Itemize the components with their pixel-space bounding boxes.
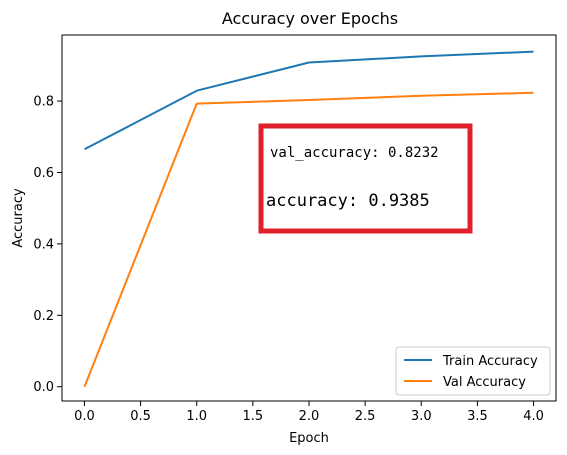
val-accuracy-line — [83, 91, 534, 388]
legend-label-val: Val Accuracy — [443, 375, 526, 390]
series-layer — [83, 50, 534, 388]
y-tick-label: 0.4 — [33, 237, 54, 252]
x-tick-label: 3.5 — [467, 409, 488, 424]
legend-label-train: Train Accuracy — [442, 354, 538, 369]
y-tick-label: 0.0 — [33, 380, 54, 395]
x-tick-label: 1.0 — [186, 409, 207, 424]
y-axis-ticks: 0.0 0.2 0.4 0.6 0.8 — [33, 95, 62, 395]
x-tick-label: 2.5 — [355, 409, 376, 424]
x-axis-label: Epoch — [289, 431, 329, 446]
annotation-box: val_accuracy: 0.8232 accuracy: 0.9385 — [258, 123, 473, 234]
plot-area — [61, 34, 557, 402]
legend: Train Accuracy Val Accuracy — [395, 346, 551, 396]
chart-title: Accuracy over Epochs — [222, 9, 398, 28]
annotation-border — [258, 123, 473, 234]
x-tick-label: 1.5 — [243, 409, 264, 424]
x-tick-label: 0.5 — [130, 409, 151, 424]
legend-box — [395, 346, 551, 396]
x-tick-label: 2.0 — [299, 409, 320, 424]
y-tick-label: 0.2 — [33, 309, 54, 324]
val-accuracy-annotation: val_accuracy: 0.8232 — [270, 145, 439, 161]
accuracy-annotation: accuracy: 0.9385 — [266, 191, 430, 211]
x-axis-ticks: 0.0 0.5 1.0 1.5 2.0 2.5 3.0 3.5 4.0 — [74, 401, 544, 424]
y-axis-label: Accuracy — [11, 188, 26, 248]
x-tick-label: 0.0 — [74, 409, 95, 424]
y-tick-label: 0.8 — [33, 95, 54, 110]
x-tick-label: 3.0 — [411, 409, 432, 424]
y-tick-label: 0.6 — [33, 166, 54, 181]
x-tick-label: 4.0 — [523, 409, 544, 424]
